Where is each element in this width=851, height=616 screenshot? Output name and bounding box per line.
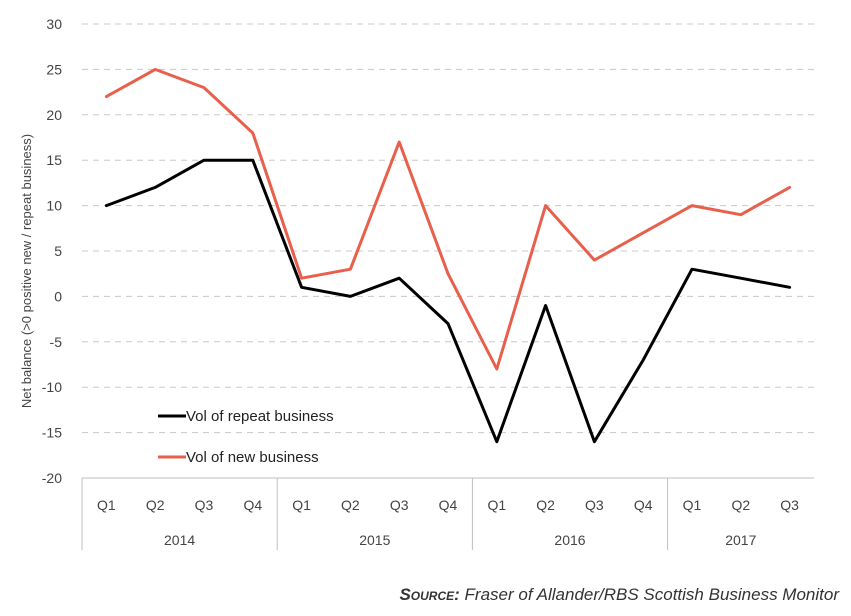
legend-label: Vol of new business	[186, 449, 319, 466]
x-tick-label: Q2	[341, 497, 360, 513]
y-tick-label: 30	[46, 16, 62, 32]
year-label: 2017	[725, 532, 756, 548]
x-tick-label: Q2	[146, 497, 165, 513]
gridlines	[82, 23, 814, 434]
x-tick-label: Q4	[634, 497, 653, 513]
y-tick-label: -15	[42, 425, 62, 441]
x-tick-label: Q1	[97, 497, 116, 513]
y-tick-label: 20	[46, 107, 62, 123]
y-tick-label: -10	[42, 379, 62, 395]
x-tick-label: Q1	[292, 497, 311, 513]
y-tick-label: -5	[50, 334, 63, 350]
source-note: Source: Fraser of Allander/RBS Scottish …	[399, 585, 839, 605]
x-tick-label: Q2	[731, 497, 750, 513]
x-tick-label: Q4	[243, 497, 262, 513]
series-line	[104, 158, 792, 444]
y-tick-label: 15	[46, 152, 62, 168]
series-lines	[104, 67, 792, 444]
year-label: 2015	[359, 532, 390, 548]
x-tick-label: Q3	[585, 497, 604, 513]
y-tick-label: 25	[46, 61, 62, 77]
legend: Vol of repeat business Vol of new busines…	[158, 408, 334, 466]
x-tick-label: Q1	[683, 497, 702, 513]
source-label: Source:	[399, 585, 460, 604]
series-line	[104, 67, 792, 371]
y-tick-label: 0	[54, 288, 62, 304]
source-text: Fraser of Allander/RBS Scottish Business…	[464, 585, 839, 604]
x-tick-label: Q1	[487, 497, 506, 513]
y-tick-label: 10	[46, 198, 62, 214]
x-tick-label: Q3	[195, 497, 214, 513]
x-tick-label: Q2	[536, 497, 555, 513]
y-axis-ticks: 30 25 20 15 10 5 0 -5 -10 -15 -20	[42, 16, 62, 486]
y-tick-label: 5	[54, 243, 62, 259]
x-tick-label: Q4	[439, 497, 458, 513]
y-tick-label: -20	[42, 470, 62, 486]
x-tick-label: Q3	[780, 497, 799, 513]
x-axis: Q1 Q2 Q3 Q4 Q1 Q2 Q3 Q4 Q1 Q2 Q3 Q4 Q1 Q2 Q3 2014 2015 20…	[81, 477, 814, 550]
legend-label: Vol of repeat business	[186, 408, 334, 425]
x-tick-label: Q3	[390, 497, 409, 513]
year-label: 2014	[164, 532, 195, 548]
y-axis-title: Net balance (>0 positive new / repeat bu…	[19, 134, 34, 408]
year-label: 2016	[554, 532, 585, 548]
